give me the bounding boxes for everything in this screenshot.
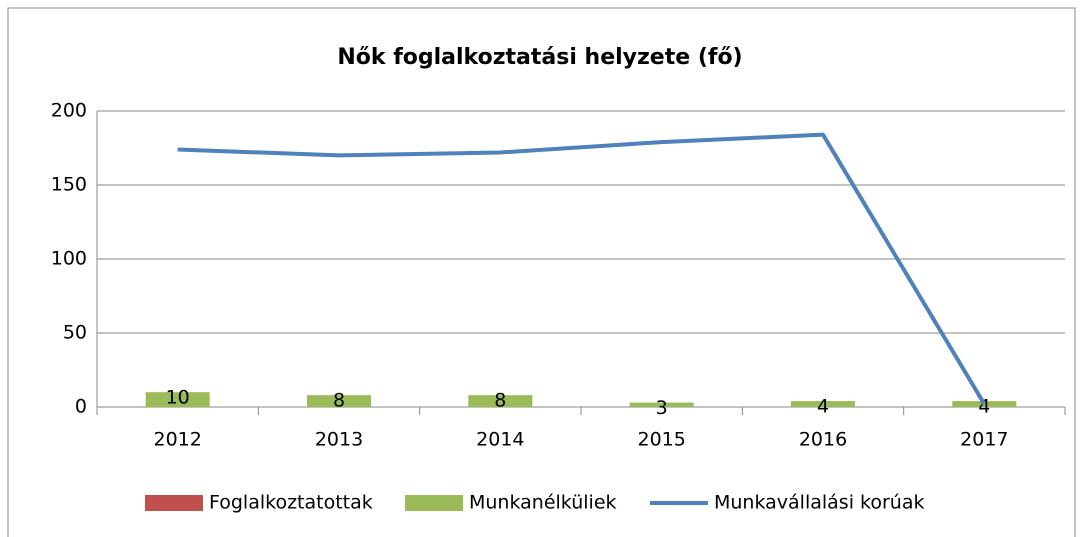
chart-title: Nők foglalkoztatási helyzete (fő) <box>337 45 742 70</box>
x-tick-label: 2016 <box>799 429 847 451</box>
data-label: 4 <box>817 396 829 418</box>
line-series <box>177 132 987 406</box>
chart-border <box>7 7 1076 537</box>
legend-label: Munkanélküliek <box>469 492 617 514</box>
data-label: 8 <box>333 390 345 412</box>
y-tick-label: 100 <box>51 248 87 270</box>
y-tick-label: 150 <box>51 174 87 196</box>
x-tick-label: 2017 <box>960 429 1008 451</box>
data-label: 8 <box>494 390 506 412</box>
legend-label: Foglalkoztatottak <box>209 492 373 514</box>
x-tick-label: 2012 <box>153 429 201 451</box>
legend-swatch <box>405 495 463 511</box>
bar <box>307 395 371 407</box>
bar <box>629 402 694 407</box>
data-label: 3 <box>656 397 668 419</box>
x-tick-label: 2015 <box>637 429 685 451</box>
y-tick-label: 0 <box>75 396 87 418</box>
bar <box>791 401 855 407</box>
y-tick-label: 50 <box>63 322 87 344</box>
x-tick-label: 2013 <box>315 429 363 451</box>
bar <box>145 392 210 407</box>
y-tick-label: 200 <box>51 100 87 122</box>
bar <box>468 395 533 407</box>
x-tick-label: 2014 <box>476 429 524 451</box>
data-label: 10 <box>166 387 190 409</box>
legend-swatch <box>145 495 203 511</box>
legend-label: Munkavállalási korúak <box>714 492 924 514</box>
